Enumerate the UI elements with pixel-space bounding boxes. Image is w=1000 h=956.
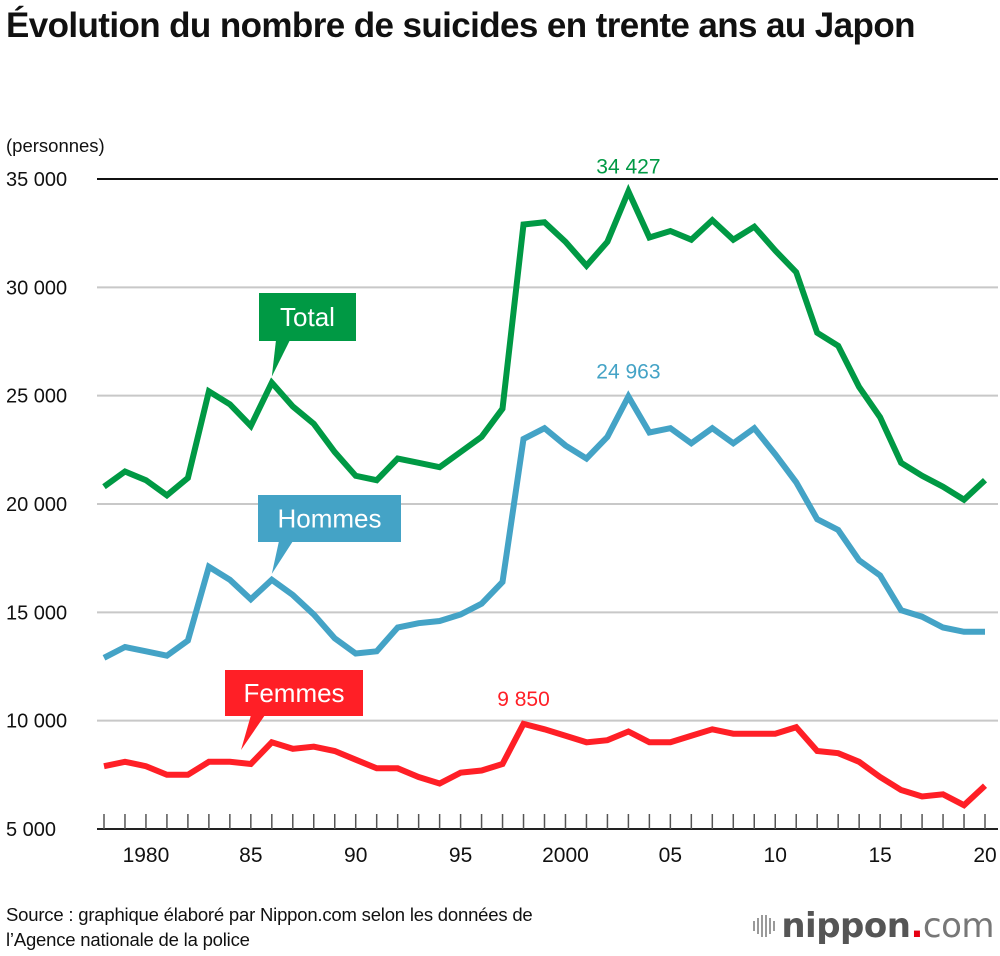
legend-callouts: Total Hommes Femmes: [225, 293, 401, 750]
series-line-hommes: [102, 390, 985, 661]
y-tick-label: 15 000: [6, 602, 67, 624]
legend-pointer: [271, 541, 293, 574]
x-tick-label: 10: [764, 844, 787, 867]
legend-box: [259, 293, 356, 341]
x-tick-label: 90: [344, 844, 367, 867]
legend-pointer: [241, 715, 265, 750]
legend-label: Total: [280, 302, 335, 332]
series-lines: [102, 183, 988, 809]
legend-callout-femmes: Femmes: [225, 670, 363, 750]
series-line-femmes: [103, 720, 988, 809]
y-tick-label: 30 000: [6, 277, 67, 299]
logo-dot: .: [910, 906, 923, 946]
nippon-logo: nippon.com: [753, 906, 995, 946]
legend-label: Femmes: [243, 678, 344, 708]
x-tick-label: 1980: [123, 844, 170, 867]
logo-name: nippon: [781, 906, 911, 946]
x-tick-label: 95: [449, 844, 472, 867]
peak-label-femmes: 9 850: [497, 688, 550, 711]
y-tick-label: 10 000: [6, 711, 67, 733]
peak-label-total: 34 427: [596, 155, 660, 178]
legend-callout-hommes: Hommes: [258, 495, 401, 574]
y-tick-label: 25 000: [6, 386, 67, 408]
peak-label-hommes: 24 963: [596, 360, 660, 383]
x-tick-label: 15: [868, 844, 891, 867]
series-line-total: [102, 183, 988, 504]
line-chart: (personnes) 5 000 10 000 15 000 20 000 25 00…: [6, 135, 998, 867]
legend-label: Hommes: [277, 504, 381, 534]
y-tick-label: 5 000: [6, 819, 56, 841]
source-line-1: Source : graphique élaboré par Nippon.co…: [6, 904, 533, 925]
logo-suffix: com: [922, 906, 995, 946]
legend-callout-total: Total: [259, 293, 356, 377]
source-line-2: l’Agence nationale de la police: [6, 929, 250, 950]
gridlines: [97, 178, 998, 722]
legend-box: [225, 670, 363, 716]
x-tick-label: 85: [239, 844, 262, 867]
legend-pointer: [271, 340, 290, 377]
legend-box: [258, 495, 401, 542]
chart-title: Évolution du nombre de suicides en trent…: [6, 6, 915, 45]
y-tick-label: 20 000: [6, 494, 67, 516]
y-tick-label: 35 000: [6, 169, 67, 191]
x-tick-label: 20: [973, 844, 996, 867]
source-note: Source : graphique élaboré par Nippon.co…: [6, 902, 533, 952]
logo-wordmark: nippon.com: [781, 906, 994, 946]
x-tick-label: 2000: [542, 844, 589, 867]
y-axis-ticks: 5 000 10 000 15 000 20 000 25 000 30 000 35 00…: [6, 169, 67, 841]
y-axis-label: (personnes): [6, 135, 105, 156]
logo-bars-icon: [753, 914, 776, 938]
x-axis: 1980 85 90 95 2000 05 10 15 20: [97, 814, 998, 867]
x-tick-label: 05: [659, 844, 682, 867]
peak-annotations: 34 427 24 963 9 850: [497, 155, 660, 711]
